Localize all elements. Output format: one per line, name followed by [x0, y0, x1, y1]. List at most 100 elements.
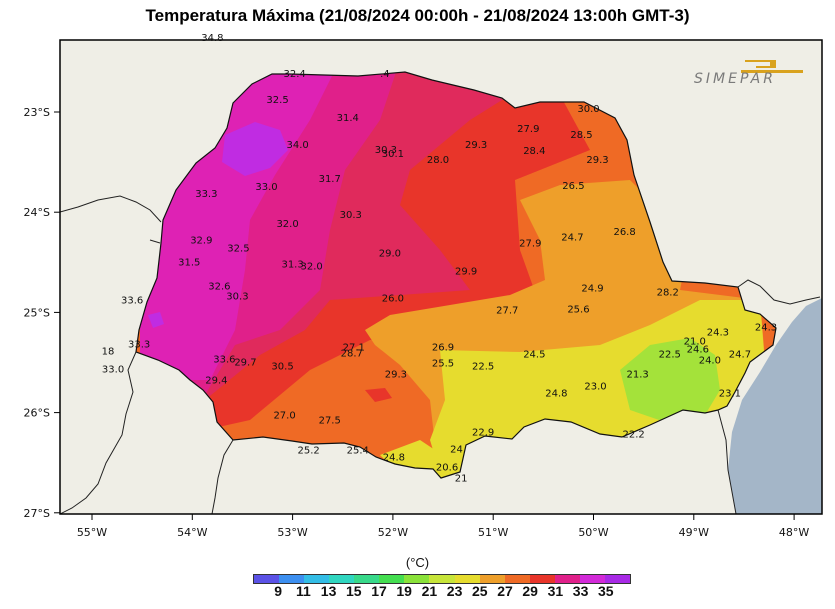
station-temperature-label: 21.3	[626, 370, 648, 381]
station-temperature-label: 27.9	[519, 238, 541, 249]
station-temperature-label: 21.0	[684, 336, 706, 347]
station-temperature-label: 27.0	[273, 411, 295, 422]
country-borders	[60, 40, 821, 514]
colorbar-swatch	[604, 575, 630, 583]
y-tick-label: 24°S	[24, 206, 50, 219]
station-temperature-label: 25.6	[567, 304, 589, 315]
station-temperature-label: 25.2	[298, 446, 320, 457]
colorbar-label: 11	[295, 583, 311, 599]
colorbar-swatch	[404, 575, 430, 583]
colorbar-swatch	[529, 575, 555, 583]
station-temperature-label: 31.3	[281, 259, 303, 270]
station-temperature-label: 26.0	[382, 293, 404, 304]
y-tick-label: 27°S	[24, 507, 50, 520]
station-temperature-label: 22.5	[659, 349, 681, 360]
colorbar-swatch	[379, 575, 405, 583]
colorbar-swatch	[479, 575, 505, 583]
colorbar-label: 15	[346, 583, 362, 599]
station-temperature-label: 32.5	[266, 95, 288, 106]
station-temperature-label: 29.9	[455, 266, 477, 277]
station-temperature-label: 25.4	[347, 446, 369, 457]
simepar-logo: SIMEPAR	[694, 60, 803, 87]
station-temperature-label: 25.5	[432, 359, 454, 370]
colorbar-label: 21	[421, 583, 438, 599]
y-tick-label: 23°S	[24, 106, 50, 119]
station-temperature-label: 28.2	[657, 287, 679, 298]
station-temperature-label: 29.3	[385, 370, 407, 381]
station-temperature-label: 22.9	[472, 428, 494, 439]
station-temperature-label: 26.9	[432, 342, 454, 353]
colorbar-labels: 9 11 13 15 17 19 21 23 25 27 29 31 33 35	[253, 583, 631, 603]
station-temperature-label: 26.8	[613, 227, 635, 238]
station-temperature-label: 30.3	[375, 145, 397, 156]
station-temperature-label: 32.4	[283, 69, 305, 80]
station-temperature-label: 22.5	[472, 362, 494, 373]
station-temperature-label: 24.8	[545, 389, 567, 400]
colorbar-swatch	[329, 575, 355, 583]
station-temperature-label: 30.1	[382, 149, 404, 160]
colorbar-label: 13	[320, 583, 337, 599]
parana-border	[135, 71, 777, 479]
colorbar-label: 19	[396, 583, 412, 599]
station-temperature-label: 30.3	[340, 210, 362, 221]
colorbar-swatch	[554, 575, 580, 583]
x-tick-label: 53°W	[277, 526, 307, 539]
map-title: Temperatura Máxima (21/08/2024 00:00h - …	[145, 6, 690, 25]
station-temperature-label: 33.0	[102, 365, 124, 376]
station-temperature-label: 30.3	[226, 291, 248, 302]
y-tick-label: 25°S	[24, 306, 50, 319]
station-temperature-label: 30.5	[271, 362, 293, 373]
colorbar-label: 17	[371, 583, 387, 599]
colorbar-swatch	[454, 575, 480, 583]
colorbar-swatch	[254, 575, 280, 583]
colorbar-label: 33	[572, 583, 589, 599]
station-temperature-label: 29.3	[465, 140, 487, 151]
station-labels: 34.832.4.432.531.430.027.928.534.0 30.330…	[102, 33, 777, 485]
axis-ticks: 55°W 54°W 53°W 52°W 51°W 50°W 49°W 48°W 23°S 24°S…	[24, 106, 810, 539]
station-temperature-label: 28.5	[570, 130, 592, 141]
colorbar-label: 9	[274, 583, 283, 599]
station-temperature-label: 32.9	[190, 235, 212, 246]
colorbar-swatch	[354, 575, 380, 583]
x-tick-label: 48°W	[779, 526, 809, 539]
station-temperature-label: 24.9	[581, 283, 603, 294]
station-temperature-label: 18	[102, 346, 115, 357]
station-temperature-label: 34.8	[201, 33, 223, 44]
station-temperature-label: 24.3	[755, 322, 777, 333]
colorbar-swatch	[279, 575, 305, 583]
station-temperature-label: 27.1	[343, 342, 365, 353]
colorbar-label: 31	[547, 583, 564, 599]
station-temperature-label: 33.6	[213, 354, 235, 365]
station-temperature-label: 29.7	[234, 358, 256, 369]
x-tick-label: 54°W	[177, 526, 207, 539]
x-tick-label: 52°W	[378, 526, 408, 539]
station-temperature-label: 28.7	[341, 348, 363, 359]
station-temperature-label: 32.6	[208, 281, 230, 292]
colorbar-swatch	[504, 575, 530, 583]
station-temperature-label: 21	[455, 474, 468, 485]
station-temperature-label: 24.5	[523, 349, 545, 360]
station-temperature-label: 26.5	[562, 181, 584, 192]
station-temperature-label: 33.3	[128, 339, 150, 350]
station-temperature-label: 24.	[450, 445, 466, 456]
logo-text: SIMEPAR	[694, 71, 776, 87]
station-temperature-label: 27.9	[517, 124, 539, 135]
station-temperature-label: 30.0	[577, 104, 599, 115]
map-frame	[59, 39, 823, 515]
station-temperature-label: 24.3	[707, 327, 729, 338]
station-temperature-label: 33.0	[255, 182, 277, 193]
station-temperature-label: 32.5	[227, 243, 249, 254]
colorbar	[253, 574, 631, 584]
station-temperature-label: 24.7	[729, 349, 751, 360]
colorbar-label: 27	[497, 583, 513, 599]
station-temperature-label: 24.0	[699, 355, 721, 366]
station-temperature-label: 32.0	[301, 261, 323, 272]
colorbar-swatch	[304, 575, 330, 583]
station-temperature-label: 33.6	[121, 295, 143, 306]
y-tick-label: 26°S	[24, 407, 50, 420]
station-temperature-label: 31.7	[319, 174, 341, 185]
x-tick-label: 49°W	[679, 526, 709, 539]
x-tick-label: 51°W	[478, 526, 508, 539]
station-temperature-label: 24.7	[561, 232, 583, 243]
